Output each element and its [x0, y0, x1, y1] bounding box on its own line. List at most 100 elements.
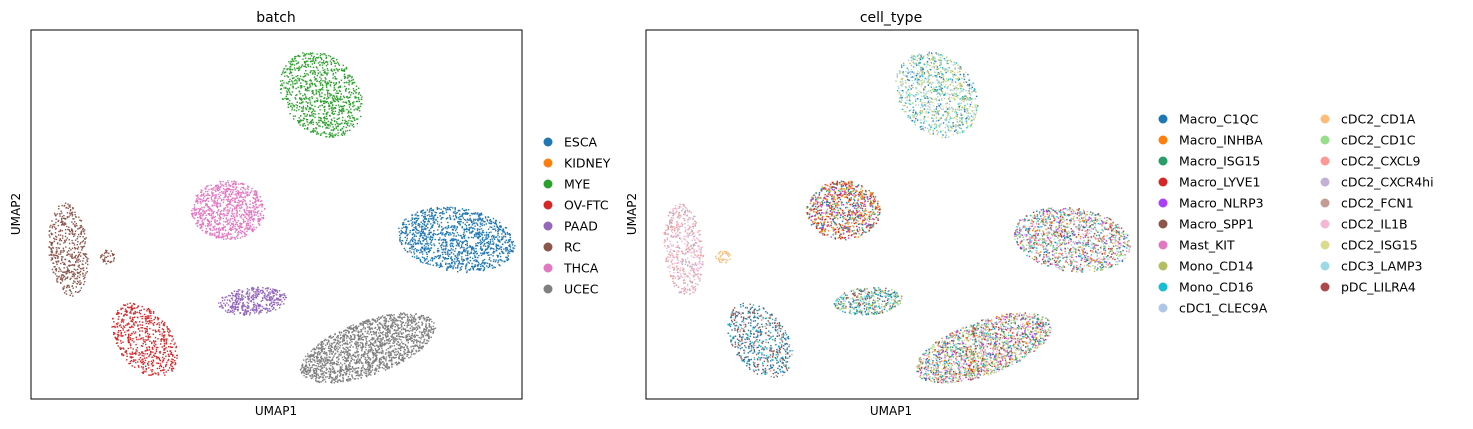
scatter-point	[146, 346, 148, 349]
scatter-point	[55, 247, 57, 249]
scatter-point	[326, 90, 329, 92]
scatter-point	[285, 296, 287, 299]
scatter-point	[441, 251, 443, 254]
scatter-point	[233, 180, 235, 182]
scatter-point	[240, 227, 242, 229]
scatter-point	[103, 260, 105, 262]
scatter-point	[207, 194, 209, 196]
scatter-point	[361, 96, 363, 98]
scatter-point	[121, 335, 123, 337]
scatter-point	[222, 235, 225, 238]
scatter-point	[327, 82, 330, 85]
scatter-point	[231, 236, 234, 239]
scatter-point	[164, 374, 166, 376]
scatter-point	[300, 98, 302, 101]
scatter-point	[127, 306, 129, 308]
scatter-point	[149, 374, 151, 376]
scatter-point	[270, 310, 272, 312]
scatter-point	[430, 209, 433, 212]
scatter-point	[79, 243, 81, 245]
scatter-point	[131, 365, 133, 367]
scatter-point	[225, 214, 228, 217]
scatter-point	[56, 257, 59, 259]
scatter-point	[344, 132, 346, 134]
scatter-point	[232, 191, 234, 193]
scatter-point	[485, 262, 487, 264]
scatter-point	[464, 212, 467, 214]
scatter-point	[341, 122, 343, 124]
scatter-point	[480, 246, 482, 248]
scatter-point	[137, 325, 139, 327]
scatter-point	[348, 337, 351, 340]
scatter-point	[355, 100, 358, 103]
scatter-point	[481, 219, 483, 221]
scatter-point	[227, 233, 229, 235]
scatter-point	[295, 79, 297, 81]
scatter-point	[68, 226, 70, 228]
scatter-point	[254, 297, 256, 299]
scatter-point	[349, 80, 351, 82]
scatter-point	[215, 203, 217, 205]
scatter-point	[201, 217, 203, 220]
scatter-point	[276, 302, 278, 304]
scatter-point	[317, 352, 319, 354]
scatter-point	[289, 113, 291, 115]
scatter-point	[340, 79, 343, 81]
scatter-point	[427, 260, 430, 262]
scatter-point	[466, 221, 468, 223]
scatter-point	[155, 373, 157, 375]
scatter-point	[226, 299, 229, 301]
scatter-point	[146, 328, 148, 330]
scatter-point	[428, 248, 430, 250]
scatter-point	[146, 326, 148, 328]
scatter-point	[338, 106, 341, 108]
scatter-point	[154, 329, 156, 331]
scatter-point	[297, 75, 299, 77]
scatter-point	[307, 373, 309, 375]
scatter-point	[308, 110, 310, 113]
scatter-point	[459, 221, 461, 223]
scatter-point	[56, 249, 58, 251]
scatter-point	[151, 320, 153, 322]
scatter-point	[272, 295, 275, 297]
scatter-point	[107, 260, 110, 262]
scatter-point	[220, 218, 222, 220]
scatter-point	[385, 317, 387, 320]
scatter-point	[298, 120, 301, 122]
scatter-point	[445, 209, 447, 211]
scatter-point	[206, 225, 209, 227]
scatter-point	[431, 239, 433, 242]
scatter-point	[237, 219, 239, 222]
scatter-point	[229, 191, 232, 193]
scatter-point	[325, 372, 328, 374]
scatter-point	[342, 107, 345, 110]
scatter-point	[208, 212, 211, 215]
scatter-point	[288, 73, 291, 75]
scatter-point	[337, 356, 339, 358]
scatter-point	[431, 225, 433, 227]
scatter-point	[497, 238, 499, 240]
scatter-point	[482, 252, 484, 254]
scatter-point	[286, 90, 288, 92]
scatter-point	[330, 107, 332, 109]
scatter-point	[145, 365, 147, 367]
scatter-point	[257, 292, 259, 294]
scatter-point	[292, 115, 295, 117]
scatter-point	[208, 188, 210, 191]
scatter-point	[130, 347, 132, 349]
scatter-point	[113, 257, 115, 259]
scatter-point	[245, 310, 247, 312]
scatter-point	[249, 312, 252, 314]
scatter-point	[319, 76, 321, 78]
scatter-point	[221, 300, 224, 302]
scatter-point	[214, 215, 217, 218]
scatter-point	[287, 76, 289, 78]
scatter-point	[81, 226, 83, 228]
scatter-point	[333, 62, 336, 64]
scatter-point	[279, 88, 282, 90]
scatter-point	[239, 301, 241, 303]
scatter-point	[61, 277, 63, 279]
scatter-point	[123, 314, 125, 316]
scatter-point	[250, 210, 252, 212]
scatter-point	[347, 74, 349, 77]
